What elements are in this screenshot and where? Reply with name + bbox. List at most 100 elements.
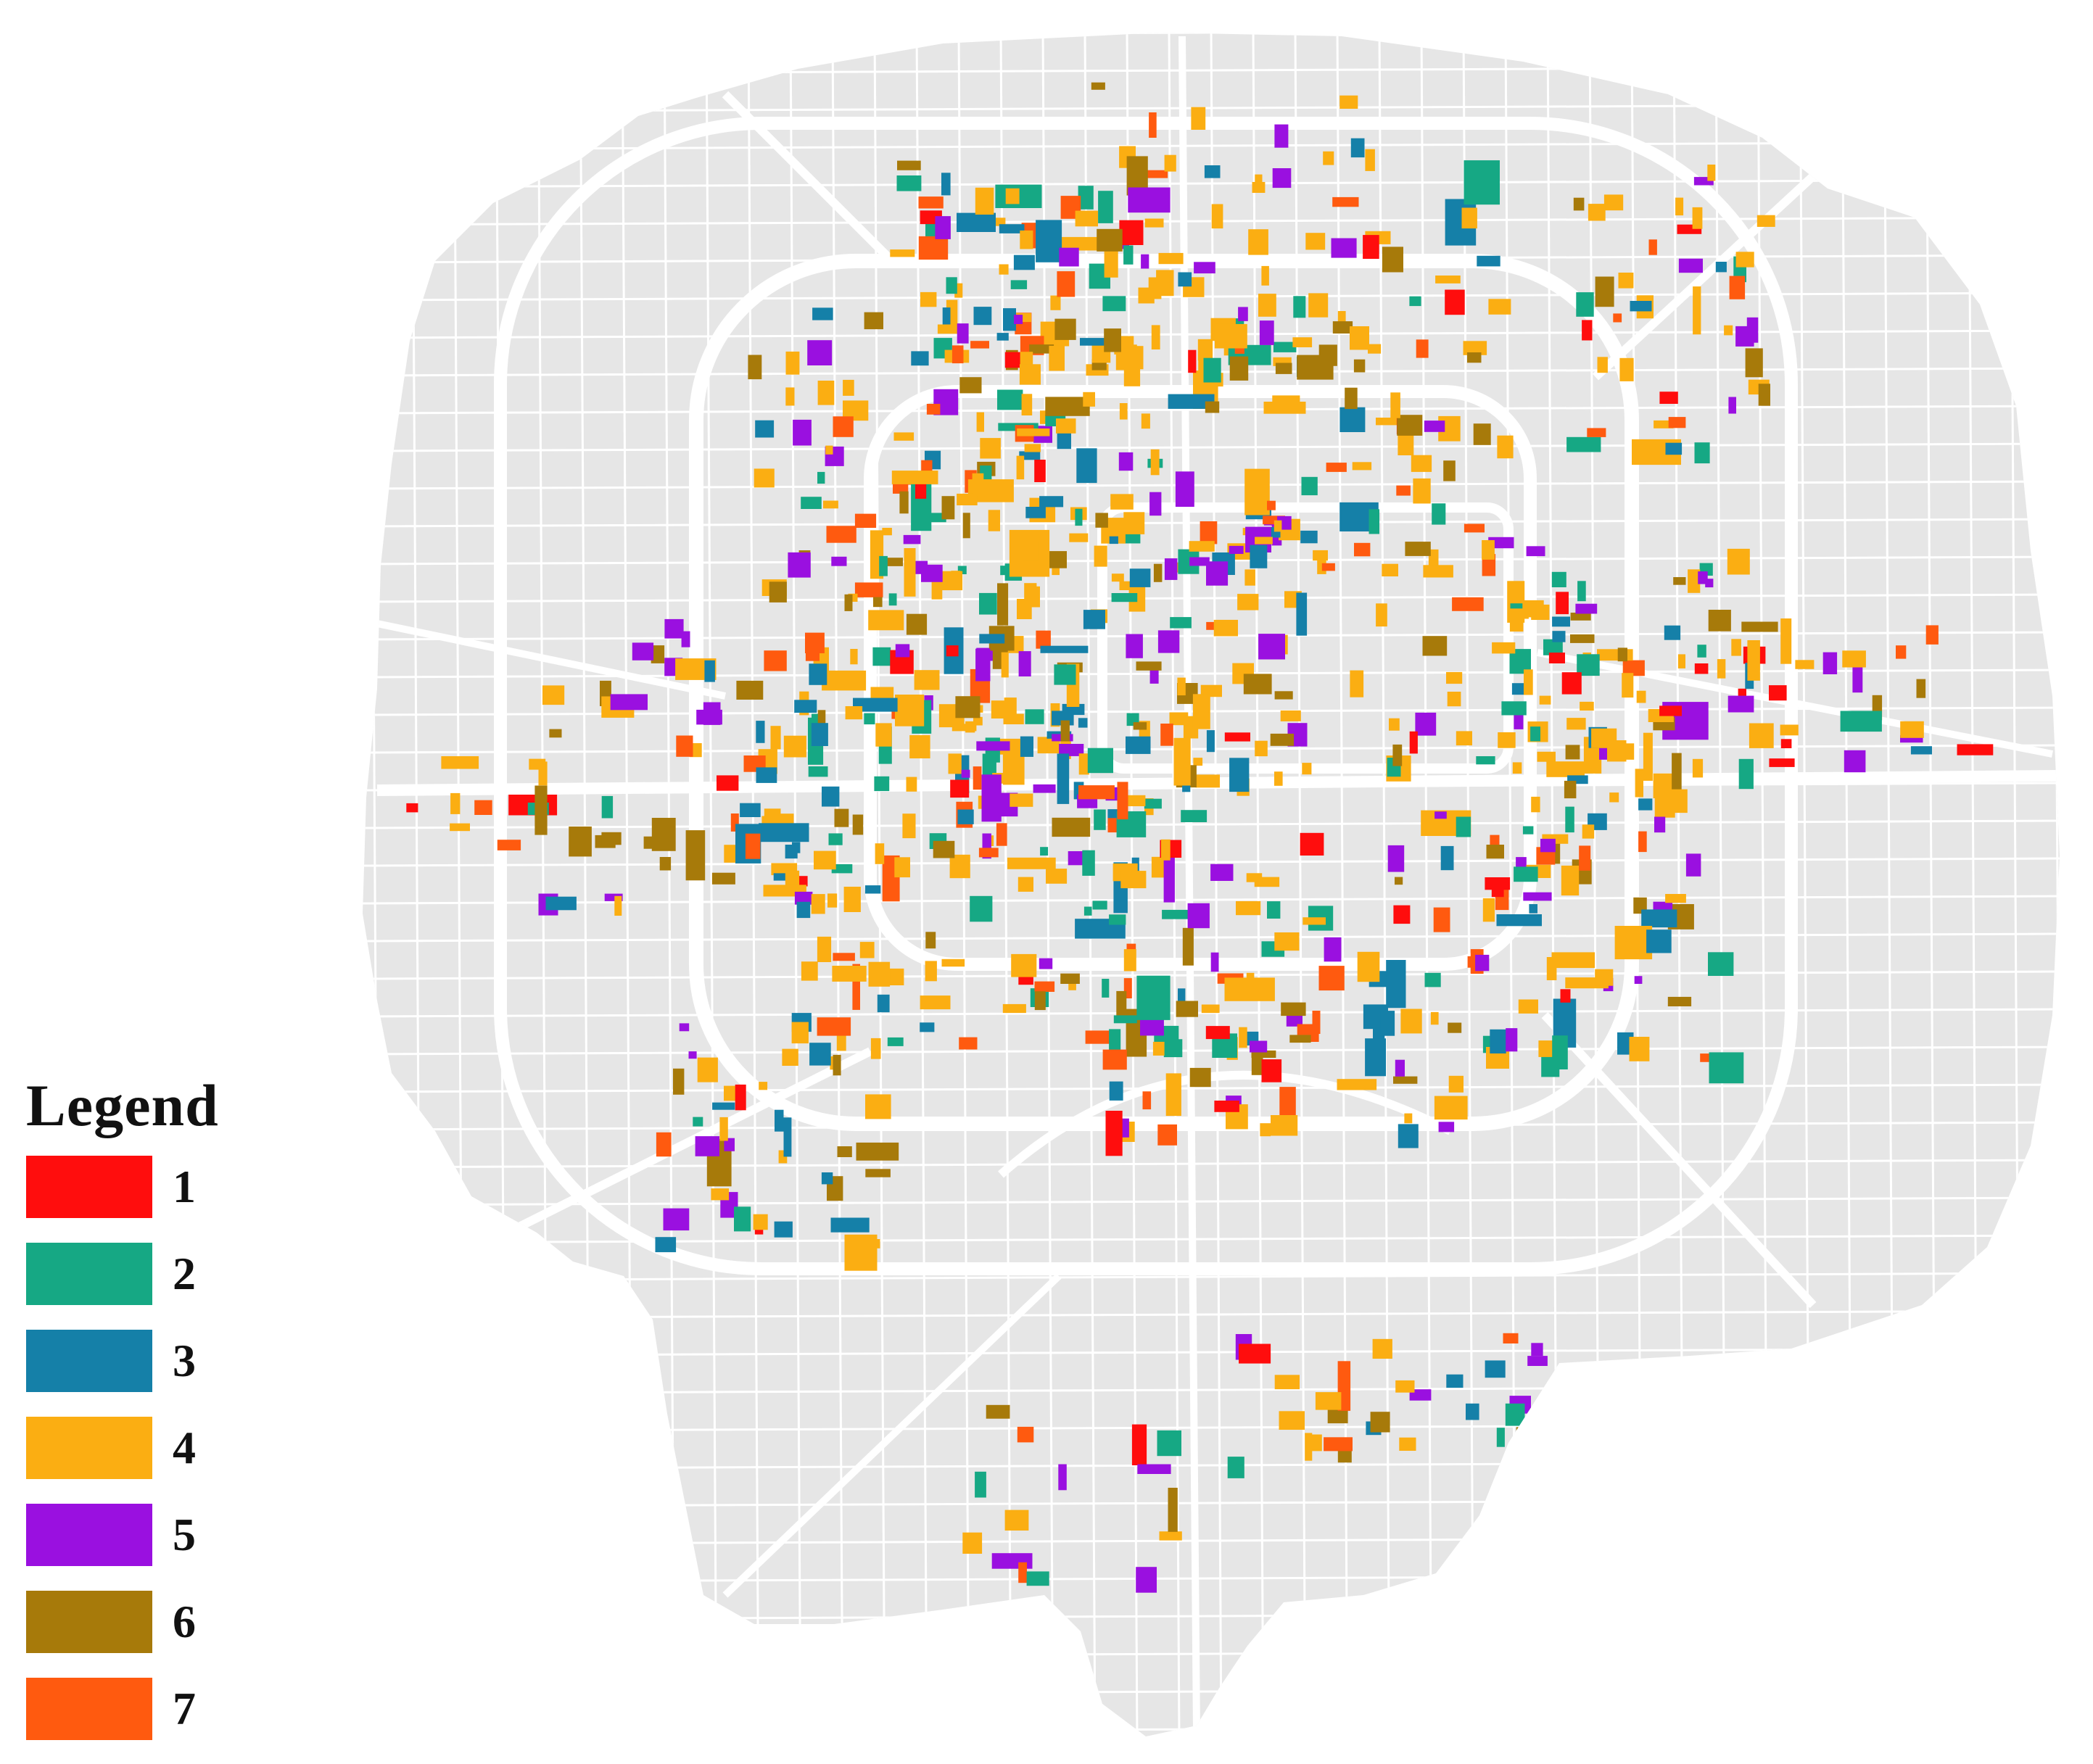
- parcel-class-4: [782, 1048, 798, 1066]
- parcel-class-4: [868, 610, 904, 631]
- parcel-class-3: [809, 1043, 831, 1066]
- parcel-class-5: [1531, 1343, 1543, 1356]
- parcel-class-1: [735, 1084, 746, 1111]
- legend-swatch-1: [26, 1156, 152, 1218]
- minor-road: [363, 178, 2060, 189]
- parcel-class-4: [1350, 670, 1364, 697]
- parcel-class-6: [1270, 733, 1295, 746]
- parcel-class-4: [1263, 402, 1306, 414]
- parcel-class-4: [719, 1117, 728, 1141]
- parcel-class-4: [1482, 898, 1495, 922]
- legend-label-3: 3: [173, 1335, 196, 1386]
- parcel-class-7: [973, 766, 982, 790]
- parcel-class-4: [1399, 1437, 1416, 1451]
- parcel-class-6: [1205, 401, 1220, 413]
- parcel-class-4: [941, 958, 965, 967]
- parcel-class-5: [1120, 1118, 1129, 1138]
- parcel-class-2: [1040, 847, 1049, 856]
- parcel-class-4: [614, 895, 622, 916]
- parcel-class-4: [1024, 444, 1041, 452]
- parcel-class-6: [1486, 845, 1504, 859]
- parcel-class-4: [895, 695, 925, 726]
- parcel-class-1: [1556, 592, 1569, 615]
- minor-road: [957, 33, 970, 1736]
- parcel-class-6: [1251, 1050, 1276, 1058]
- parcel-class-6: [1353, 359, 1366, 373]
- parcel-class-4: [1561, 865, 1580, 896]
- parcel-class-4: [1049, 345, 1065, 371]
- parcel-class-6: [1275, 363, 1292, 374]
- parcel-class-2: [979, 592, 997, 615]
- parcel-class-1: [1659, 392, 1678, 404]
- minor-road: [705, 33, 718, 1736]
- parcel-class-3: [1910, 746, 1932, 755]
- legend-swatch-5: [26, 1504, 152, 1566]
- parcel-class-3: [1641, 909, 1677, 928]
- parcel-class-2: [1026, 1571, 1049, 1586]
- parcel-class-6: [1448, 1022, 1462, 1033]
- parcel-class-5: [724, 1138, 735, 1151]
- parcel-class-5: [1387, 845, 1405, 872]
- parcel-class-5: [1136, 1567, 1157, 1593]
- parcel-class-2: [1840, 711, 1882, 732]
- minor-road: [1041, 33, 1054, 1736]
- minor-road: [1083, 33, 1097, 1736]
- parcel-class-4: [1400, 1009, 1422, 1034]
- parcel-class-2: [879, 555, 888, 576]
- parcel-class-4: [980, 438, 1001, 459]
- parcel-class-4: [1161, 839, 1171, 861]
- parcel-class-6: [899, 491, 909, 514]
- parcel-class-4: [450, 823, 470, 832]
- parcel-class-4: [1376, 603, 1387, 627]
- parcel-class-7: [1416, 339, 1429, 358]
- minor-road: [747, 33, 760, 1736]
- parcel-class-6: [1708, 610, 1731, 632]
- parcel-class-3: [775, 1109, 784, 1132]
- parcel-class-6: [1573, 197, 1585, 211]
- parcel-class-3: [1477, 255, 1500, 267]
- north-south-axis: [1178, 36, 1200, 1734]
- parcel-class-5: [1685, 853, 1701, 877]
- parcel-class-4: [778, 1150, 788, 1164]
- parcel-class-2: [1227, 1457, 1244, 1478]
- parcel-class-4: [1546, 957, 1557, 980]
- parcel-class-3: [1466, 1403, 1479, 1420]
- parcel-class-4: [817, 936, 832, 962]
- parcel-class-4: [1524, 669, 1533, 695]
- parcel-class-4: [1083, 392, 1095, 407]
- minor-road: [999, 33, 1012, 1736]
- parcel-class-3: [1040, 645, 1089, 653]
- parcel-class-3: [811, 723, 828, 746]
- parcel-class-7: [1896, 645, 1907, 659]
- parcel-class-5: [1068, 851, 1084, 866]
- parcel-class-7: [1925, 625, 1939, 645]
- legend-item-1: 1: [26, 1154, 265, 1220]
- parcel-class-4: [791, 1022, 809, 1044]
- parcel-class-3: [1003, 308, 1016, 331]
- legend-swatch-7: [26, 1678, 152, 1740]
- parcel-class-6: [1443, 460, 1456, 481]
- parcel-class-4: [1520, 609, 1529, 619]
- parcel-class-6: [748, 355, 762, 380]
- parcel-class-2: [1010, 280, 1028, 289]
- parcel-class-2: [957, 566, 967, 574]
- parcel-class-6: [925, 932, 936, 949]
- parcel-class-4: [1020, 230, 1033, 249]
- parcel-class-4: [1236, 900, 1261, 916]
- parcel-class-7: [1700, 1053, 1712, 1062]
- parcel-class-4: [697, 1057, 718, 1082]
- parcel-class-7: [1267, 500, 1276, 510]
- parcel-class-4: [920, 995, 951, 1010]
- parcel-class-5: [1735, 326, 1754, 347]
- parcel-class-4: [1614, 926, 1653, 960]
- minor-road: [363, 895, 2060, 905]
- parcel-class-6: [1667, 996, 1692, 1006]
- parcel-class-6: [1153, 563, 1163, 582]
- parcel-class-4: [1002, 1003, 1026, 1014]
- parcel-class-6: [1595, 276, 1614, 307]
- parcel-class-4: [1302, 763, 1312, 775]
- parcel-class-6: [1243, 674, 1272, 695]
- parcel-class-5: [1229, 545, 1244, 554]
- parcel-class-2: [1102, 979, 1110, 998]
- parcel-class-5: [1331, 238, 1357, 258]
